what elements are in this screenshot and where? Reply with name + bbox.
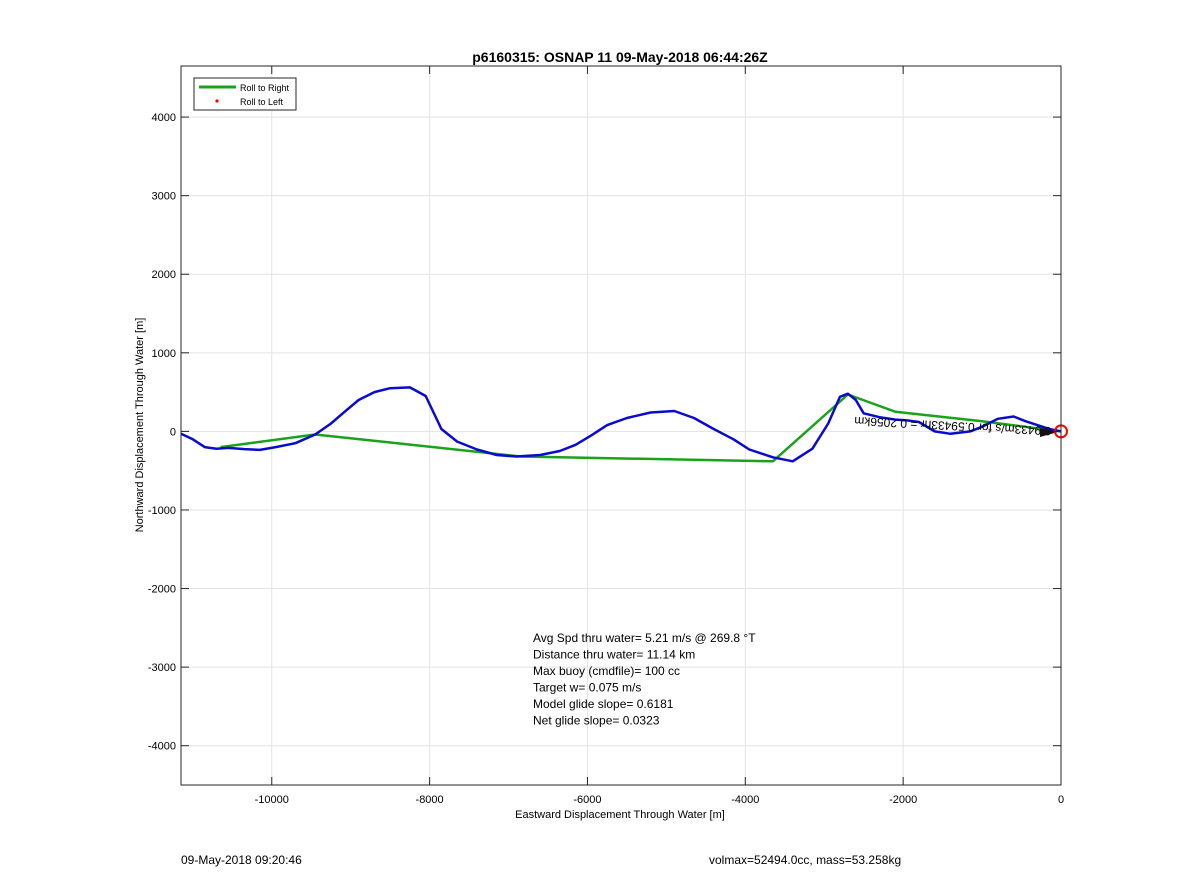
y-tick-label: 1000	[152, 348, 176, 360]
stats-line: Max buoy (cmdfile)= 100 cc	[533, 664, 680, 678]
footer-timestamp: 09-May-2018 09:20:46	[181, 853, 302, 867]
x-tick-label: -10000	[255, 794, 289, 806]
y-tick-label: -1000	[148, 505, 176, 517]
y-axis-label: Northward Displacement Through Water [m]	[134, 318, 146, 533]
series-layer: 0.9433m/s for 0.59433hr = 0.2056km	[180, 386, 1068, 463]
x-tick-label: -8000	[416, 794, 444, 806]
y-tick-label: -3000	[148, 662, 176, 674]
chart-title: p6160315: OSNAP 11 09-May-2018 06:44:26Z	[472, 49, 768, 65]
stats-line: Model glide slope= 0.6181	[533, 697, 674, 711]
y-tick-label: -2000	[148, 584, 176, 596]
roll-to-right-line	[220, 393, 1062, 463]
y-tick-label: 0	[170, 426, 176, 438]
legend: Roll to Right Roll to Left	[193, 77, 297, 111]
legend-box	[193, 77, 297, 111]
stats-line: Avg Spd thru water= 5.21 m/s @ 269.8 °T	[533, 631, 756, 645]
axes-box	[180, 65, 1062, 786]
stats-line: Target w= 0.075 m/s	[533, 681, 641, 695]
stats-annotation: Avg Spd thru water= 5.21 m/s @ 269.8 °T D…	[533, 631, 756, 728]
legend-label-roll-right: Roll to Right	[240, 83, 290, 93]
legend-swatch-roll-left	[215, 99, 219, 103]
x-axis-label: Eastward Displacement Through Water [m]	[515, 809, 725, 821]
y-tick-label: 2000	[152, 269, 176, 281]
y-tick-label: 3000	[152, 191, 176, 203]
x-tick-label: 0	[1058, 794, 1064, 806]
stats-line: Distance thru water= 11.14 km	[533, 648, 695, 662]
stats-line: Net glide slope= 0.0323	[533, 714, 660, 728]
y-tick-label: 4000	[152, 112, 176, 124]
legend-label-roll-left: Roll to Left	[240, 97, 284, 107]
x-tick-label: -2000	[889, 794, 917, 806]
footer-volmax-mass: volmax=52494.0cc, mass=53.258kg	[709, 853, 902, 867]
x-tick-label: -4000	[731, 794, 759, 806]
glider-track-line	[180, 386, 1062, 463]
tick-layer: -10000 -8000 -6000 -4000 -2000 0-4000-3000-20…	[148, 66, 1064, 806]
x-tick-label: -6000	[573, 794, 601, 806]
current-arrow-icon	[1040, 428, 1058, 437]
y-tick-label: -4000	[148, 741, 176, 753]
